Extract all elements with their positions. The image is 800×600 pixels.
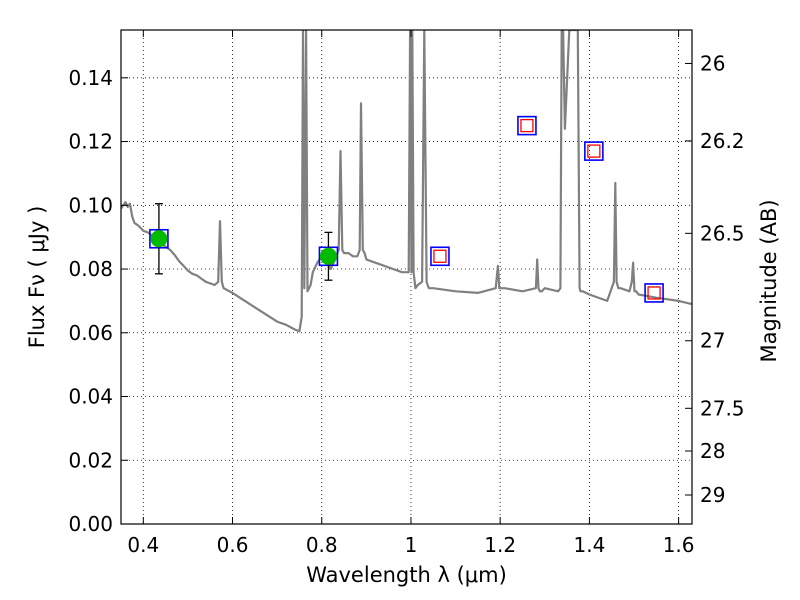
y-tick-label: 0.02 xyxy=(68,448,113,472)
y-axis-left: 0.00 0.02 0.04 0.06 0.08 0.10 0.12 0.14 xyxy=(68,66,128,536)
x-axis: 0.4 0.6 0.8 1 1.2 1.4 1.6 xyxy=(127,30,695,557)
model-point-outer-square xyxy=(517,115,537,136)
y2-tick-label: 26.2 xyxy=(700,129,745,153)
y-tick-label: 0.12 xyxy=(68,130,113,154)
x-tick-label: 1 xyxy=(405,533,418,557)
y-tick-label: 0.04 xyxy=(68,385,113,409)
observed-point xyxy=(150,230,168,248)
observed-point xyxy=(319,247,337,265)
model-point-inner-square xyxy=(520,118,534,133)
y-axis-right: 26 26.2 26.5 27 27.5 28 29 xyxy=(685,51,745,507)
y2-tick-label: 27 xyxy=(700,329,725,353)
grid-lines xyxy=(121,30,692,525)
y2-axis-label: Magnitude (AB) xyxy=(757,199,781,362)
x-axis-label: Wavelength λ (μm) xyxy=(306,563,507,587)
x-tick-label: 0.6 xyxy=(217,533,249,557)
model-spectrum-line xyxy=(121,30,692,333)
y2-tick-label: 26.5 xyxy=(700,221,745,245)
x-tick-label: 1.2 xyxy=(484,533,516,557)
y-tick-label: 0.08 xyxy=(68,257,113,281)
model-point-inner-square xyxy=(647,286,661,300)
model-point-outer-square xyxy=(584,141,604,161)
x-tick-label: 1.4 xyxy=(573,533,605,557)
y-tick-label: 0.10 xyxy=(68,193,113,217)
model-point-outer-square xyxy=(430,246,450,267)
plot-area xyxy=(121,30,692,333)
y2-tick-label: 27.5 xyxy=(700,396,745,420)
y-axis-label: Flux Fν ( μJy ) xyxy=(25,206,49,349)
x-tick-label: 1.6 xyxy=(663,533,695,557)
plot-frame xyxy=(120,29,693,525)
model-point-inner-square xyxy=(587,144,601,158)
x-tick-label: 0.8 xyxy=(306,533,338,557)
y2-tick-label: 28 xyxy=(700,439,725,463)
x-tick-label: 0.4 xyxy=(127,533,159,557)
y-tick-label: 0.06 xyxy=(68,321,113,345)
y-tick-label: 0.14 xyxy=(68,66,113,90)
model-point-outer-square xyxy=(644,283,664,303)
model-point-inner-square xyxy=(433,249,447,263)
y-tick-label: 0.00 xyxy=(68,512,113,536)
y2-tick-label: 26 xyxy=(700,51,725,75)
y2-tick-label: 29 xyxy=(700,483,725,507)
